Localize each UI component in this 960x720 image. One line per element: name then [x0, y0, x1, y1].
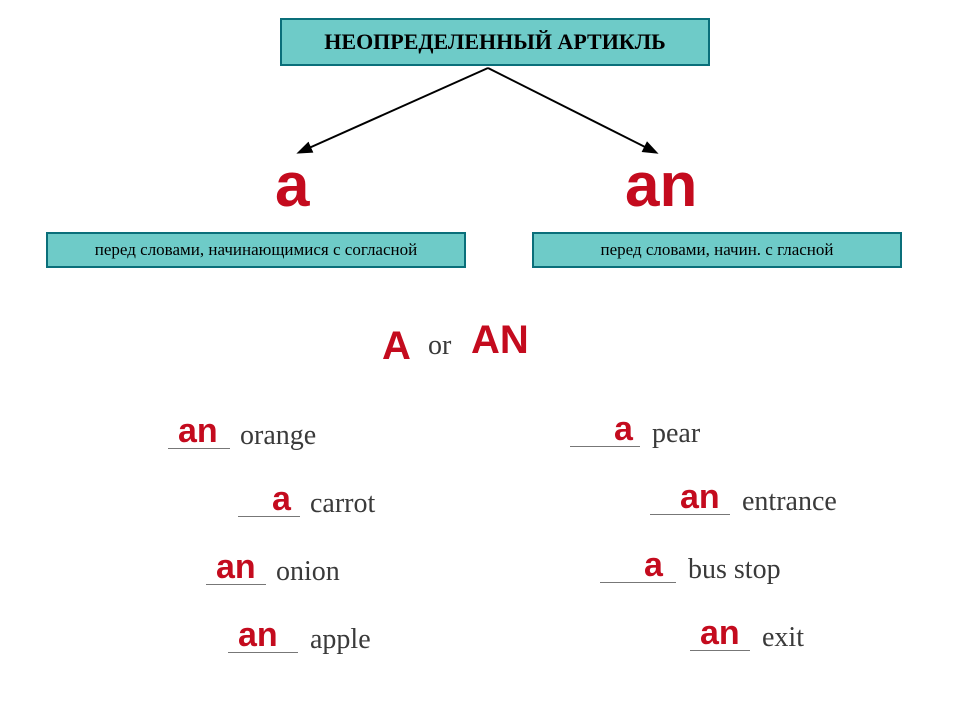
title-box: НЕОПРЕДЕЛЕННЫЙ АРТИКЛЬ [280, 18, 710, 66]
example-word: bus stop [688, 554, 781, 586]
example-blank-line [206, 584, 266, 585]
example-blank-line [238, 516, 300, 517]
example-article: an [178, 412, 218, 451]
choice-or: or [428, 330, 451, 362]
example-article: an [700, 614, 740, 653]
choice-AN: AN [471, 318, 529, 363]
rule-consonant-box: перед словами, начинающимися с согласной [46, 232, 466, 268]
example-word: entrance [742, 486, 837, 518]
rule-consonant-text: перед словами, начинающимися с согласной [95, 240, 417, 260]
title-text: НЕОПРЕДЕЛЕННЫЙ АРТИКЛЬ [324, 29, 665, 55]
example-blank-line [690, 650, 750, 651]
example-word: apple [310, 624, 371, 656]
example-blank-line [570, 446, 640, 447]
article-a-large: а [275, 150, 309, 221]
example-blank-line [228, 652, 298, 653]
article-an-large: an [625, 150, 697, 221]
example-blank-line [168, 448, 230, 449]
choice-A: А [382, 324, 411, 369]
rule-vowel-box: перед словами, начин. с гласной [532, 232, 902, 268]
example-blank-line [650, 514, 730, 515]
example-word: carrot [310, 488, 375, 520]
example-word: orange [240, 420, 316, 452]
example-article: а [272, 480, 291, 519]
example-word: onion [276, 556, 340, 588]
example-word: pear [652, 418, 700, 450]
example-article: an [680, 478, 720, 517]
example-word: exit [762, 622, 804, 654]
example-article: an [216, 548, 256, 587]
example-article: а [614, 410, 633, 449]
example-article: an [238, 616, 278, 655]
rule-vowel-text: перед словами, начин. с гласной [601, 240, 834, 260]
example-blank-line [600, 582, 676, 583]
example-article: а [644, 546, 663, 585]
